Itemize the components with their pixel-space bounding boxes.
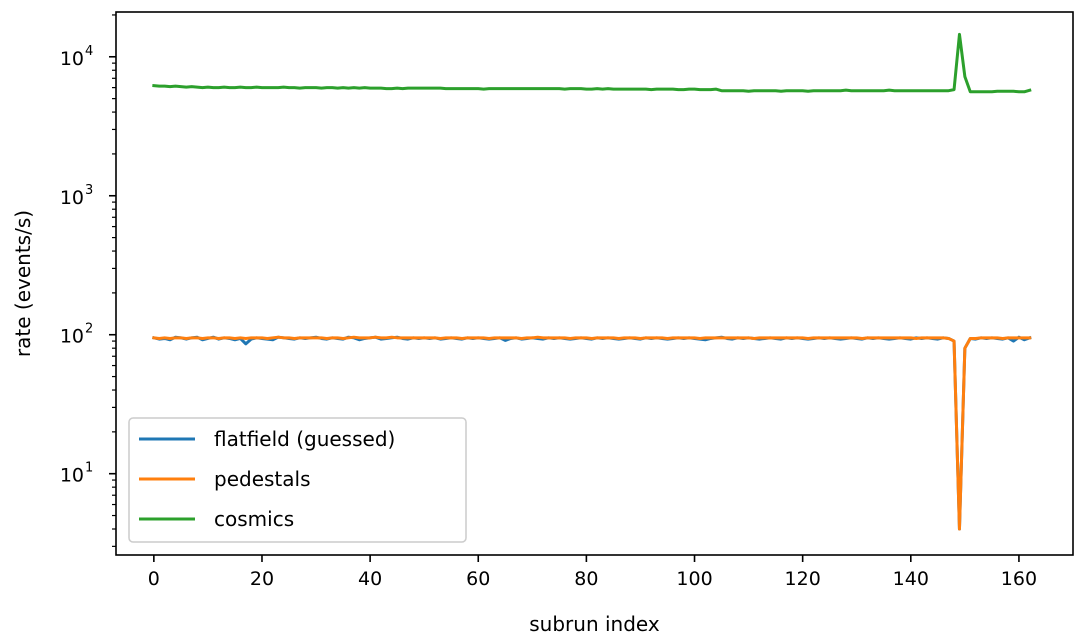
- legend-label-2: cosmics: [214, 507, 294, 531]
- x-tick-label: 100: [676, 568, 712, 590]
- x-tick-label: 20: [250, 568, 274, 590]
- y-tick-label: 10: [60, 326, 84, 348]
- x-tick-label: 0: [148, 568, 160, 590]
- x-tick-label: 80: [574, 568, 598, 590]
- x-tick-label: 40: [358, 568, 382, 590]
- y-tick-label: 10: [60, 465, 84, 487]
- series-line-1: [152, 335, 1032, 531]
- y-axis-label: rate (events/s): [11, 210, 35, 357]
- x-tick-label: 60: [466, 568, 490, 590]
- y-tick-label: 10: [60, 187, 84, 209]
- y-tick-exponent: 1: [85, 461, 93, 476]
- x-axis-ticks: 0 20 40 60 80 100 120 140 160: [148, 555, 1037, 590]
- axes-frame: [115, 11, 1074, 556]
- legend-box: [128, 417, 467, 543]
- y-tick-label: 10: [60, 48, 84, 70]
- x-tick-label: 160: [1001, 568, 1037, 590]
- x-tick-label: 120: [785, 568, 821, 590]
- series-line-2: [152, 32, 1032, 94]
- x-axis-label: subrun index: [529, 612, 660, 636]
- y-tick-exponent: 4: [85, 44, 93, 59]
- legend-label-0: flatfield (guessed): [214, 427, 395, 451]
- plot-lines: [152, 32, 1032, 531]
- legend: flatfield (guessed) pedestals cosmics: [128, 417, 467, 543]
- y-tick-exponent: 3: [85, 183, 93, 198]
- y-tick-exponent: 2: [85, 322, 93, 337]
- legend-label-1: pedestals: [214, 467, 311, 491]
- x-tick-label: 140: [893, 568, 929, 590]
